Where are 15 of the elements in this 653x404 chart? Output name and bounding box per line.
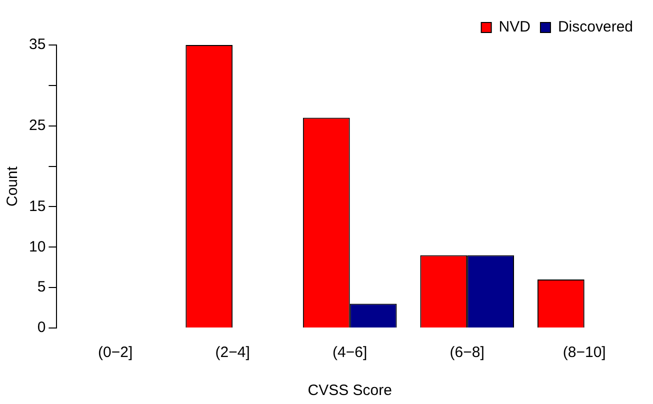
y-tick-label: 10 [28, 238, 46, 256]
x-axis-title: CVSS Score [308, 382, 392, 400]
y-tick-label: 15 [28, 198, 46, 215]
x-tick-label: (0−2] [98, 344, 133, 362]
legend-label: NVD [498, 18, 531, 36]
y-tick-label: 5 [37, 278, 46, 296]
y-axis-title: Count [4, 166, 22, 207]
x-tick-label: (4−6] [332, 344, 368, 362]
x-tick-label: (8−10] [562, 344, 606, 362]
y-tick-label: 35 [28, 36, 46, 54]
x-tick-label: (2−4] [215, 344, 250, 362]
x-tick-label: (6−8] [450, 344, 484, 362]
legend-label: Discovered [558, 18, 633, 36]
y-tick-label: 25 [28, 117, 46, 134]
y-tick-label: 0 [37, 319, 46, 336]
